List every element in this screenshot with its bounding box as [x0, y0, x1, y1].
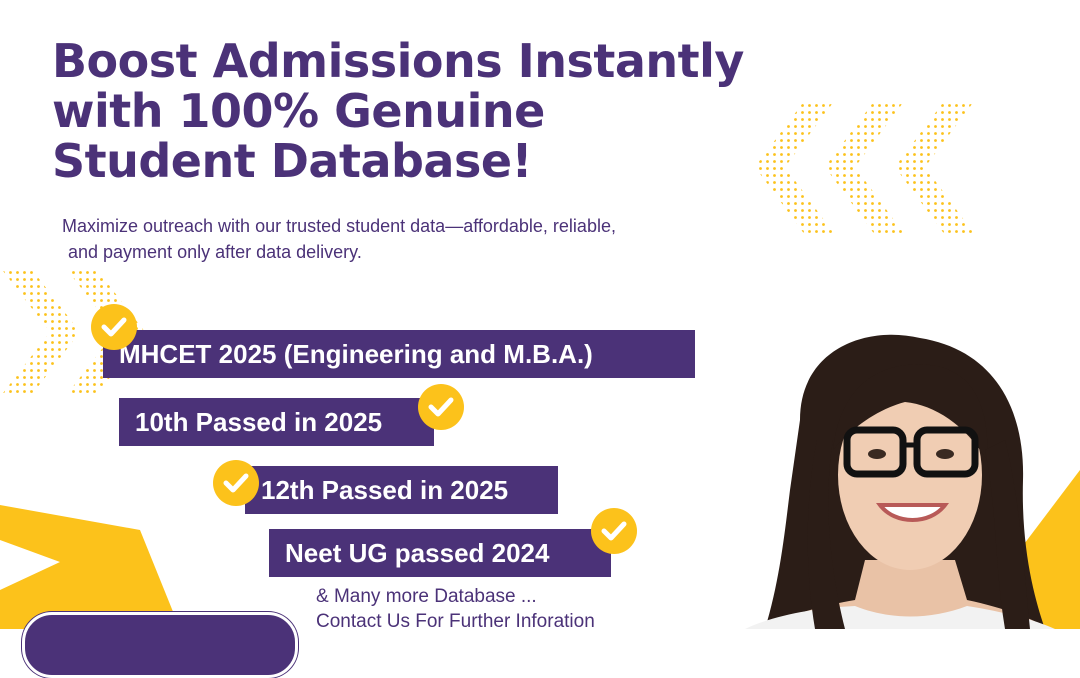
headline-line-2: with 100% Genuine — [52, 84, 545, 138]
contact-button[interactable] — [22, 612, 298, 678]
more-database-note: & Many more Database ... Contact Us For … — [316, 584, 595, 634]
check-circle-icon — [418, 384, 464, 430]
tag-10th-passed-2025: 10th Passed in 2025 — [119, 398, 434, 446]
hero-subtitle: Maximize outreach with our trusted stude… — [62, 213, 722, 265]
headline-line-3: Student Database! — [52, 134, 533, 188]
tag-neet-ug-passed-2024: Neet UG passed 2024 — [269, 529, 611, 577]
check-circle-icon — [591, 508, 637, 554]
headline-line-1: Boost Admissions Instantly — [52, 34, 744, 88]
tag-mhcet-2025: MHCET 2025 (Engineering and M.B.A.) — [103, 330, 695, 378]
dotted-chevron-pattern-right — [755, 100, 975, 235]
subtitle-line-1: Maximize outreach with our trusted stude… — [62, 216, 616, 236]
yellow-swoosh-shape — [0, 505, 180, 629]
student-photo — [745, 334, 1055, 629]
more-database-line: & Many more Database ... — [316, 586, 537, 607]
subtitle-line-2: and payment only after data delivery. — [68, 242, 362, 262]
contact-us-line: Contact Us For Further Inforation — [316, 611, 595, 632]
hero-headline: Boost Admissions Instantly with 100% Gen… — [52, 36, 812, 186]
tag-12th-passed-2025: 12th Passed in 2025 — [245, 466, 558, 514]
check-circle-icon — [91, 304, 137, 350]
check-circle-icon — [213, 460, 259, 506]
